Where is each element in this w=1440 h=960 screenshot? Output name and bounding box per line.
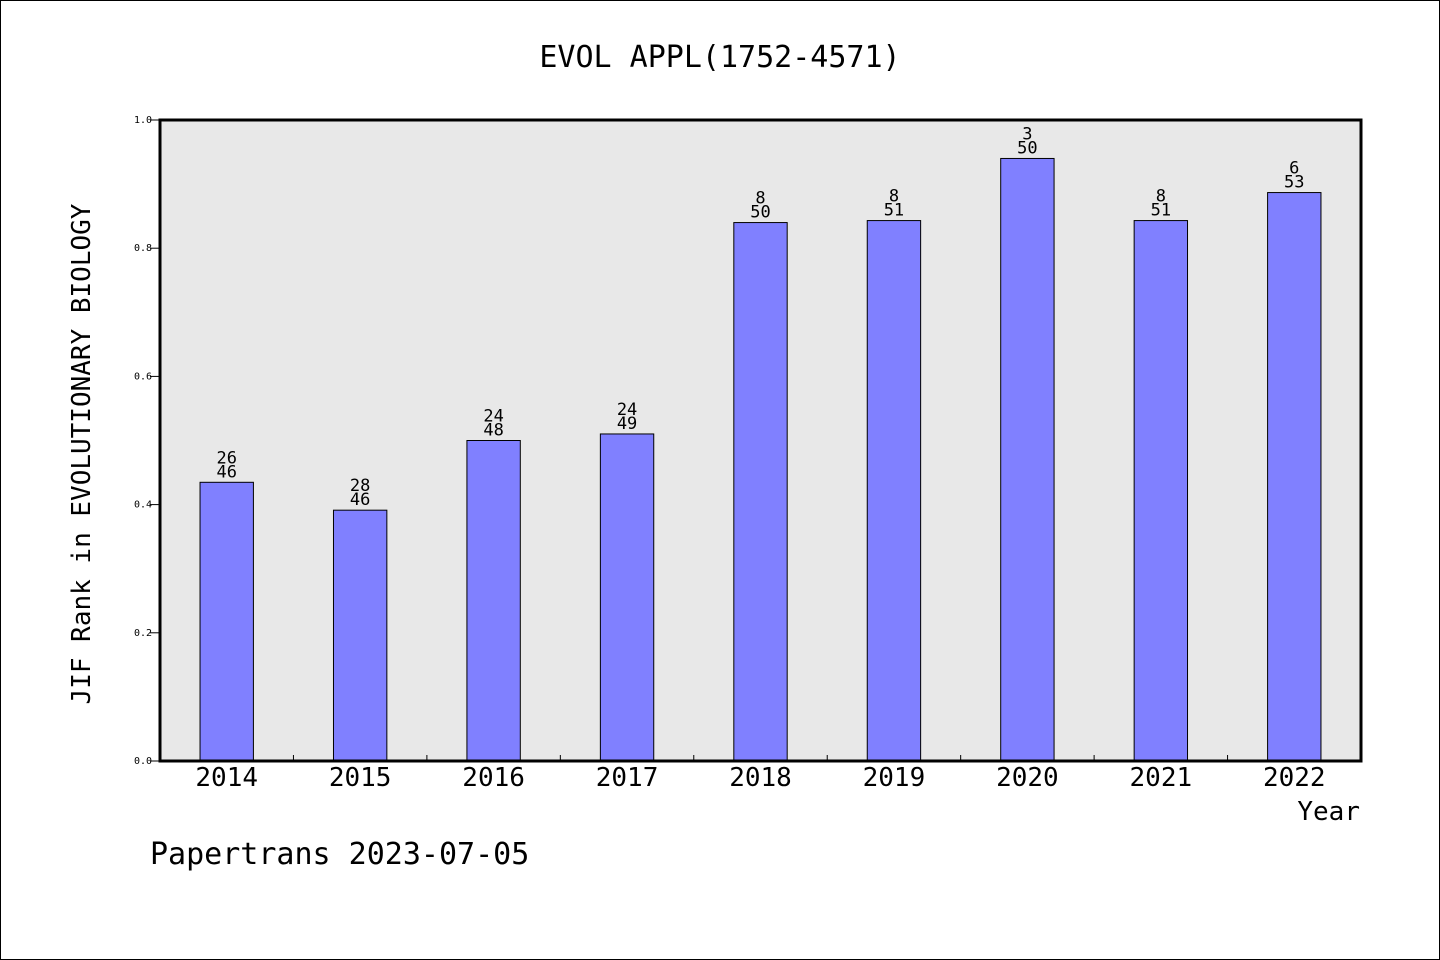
bar-series (199, 157, 1322, 762)
chart-title: EVOL APPL(1752-4571) (539, 40, 900, 75)
bar-rank-total: 53 (1284, 173, 1304, 193)
bar-2021 (1133, 220, 1189, 762)
bar-rank-value: 8 (889, 187, 899, 207)
x-tick-label: 2021 (1130, 763, 1193, 793)
plot-border (158, 118, 1363, 763)
bar-2018 (733, 222, 788, 762)
bar-rank-value: 26 (216, 448, 236, 468)
bar-rank-value: 6 (1289, 159, 1299, 179)
x-tick-label: 2016 (462, 763, 525, 793)
bar-rank-total: 50 (750, 203, 770, 223)
bar-rank-total: 51 (1151, 201, 1171, 221)
bar-rank-total: 51 (884, 201, 904, 221)
bar-2015 (332, 509, 388, 762)
y-tick-label: 0.0 (134, 756, 152, 767)
bar-2020 (1000, 157, 1055, 762)
y-tick-label: 0.2 (134, 628, 152, 639)
x-axis-label: Year (1297, 797, 1360, 827)
bar-rank-value: 24 (483, 407, 503, 427)
y-tick-label: 0.6 (134, 371, 152, 382)
x-axis: 2014 2015 2016 2017 2018 2019 2020 2021 2022 (195, 755, 1326, 793)
bar-2019 (866, 220, 922, 762)
bar-2014 (199, 481, 254, 762)
y-tick-label: 0.4 (134, 500, 152, 511)
bar-2022 (1267, 192, 1322, 762)
x-tick-label: 2020 (996, 763, 1059, 793)
x-tick-label: 2014 (195, 763, 258, 793)
x-tick-label: 2019 (863, 763, 926, 793)
x-tick-label: 2018 (729, 763, 792, 793)
bar-rank-total: 49 (617, 414, 637, 434)
bar-rank-total: 50 (1017, 138, 1037, 158)
bar-rank-value: 8 (1156, 187, 1166, 207)
x-tick-label: 2022 (1263, 763, 1326, 793)
bar-rank-total: 48 (483, 421, 503, 441)
bar-rank-value: 28 (350, 476, 370, 496)
bar-rank-total: 46 (216, 462, 236, 482)
footer-credit: Papertrans 2023-07-05 (150, 837, 529, 872)
y-tick-label: 1.0 (134, 115, 152, 126)
bar-rank-value: 3 (1022, 124, 1032, 144)
bar-rank-value: 24 (617, 400, 637, 420)
y-tick-label: 0.8 (134, 243, 152, 254)
x-tick-label: 2017 (596, 763, 659, 793)
bar-2016 (466, 440, 521, 762)
bar-rank-value: 8 (755, 189, 765, 209)
x-tick-label: 2015 (329, 763, 392, 793)
y-axis-label: JIF Rank in EVOLUTIONARY BIOLOGY (67, 203, 97, 704)
y-axis: 0.0 0.2 0.4 0.6 0.8 1.0 (134, 115, 160, 767)
bar-rank-total: 46 (350, 490, 370, 510)
bar-2017 (599, 433, 655, 762)
